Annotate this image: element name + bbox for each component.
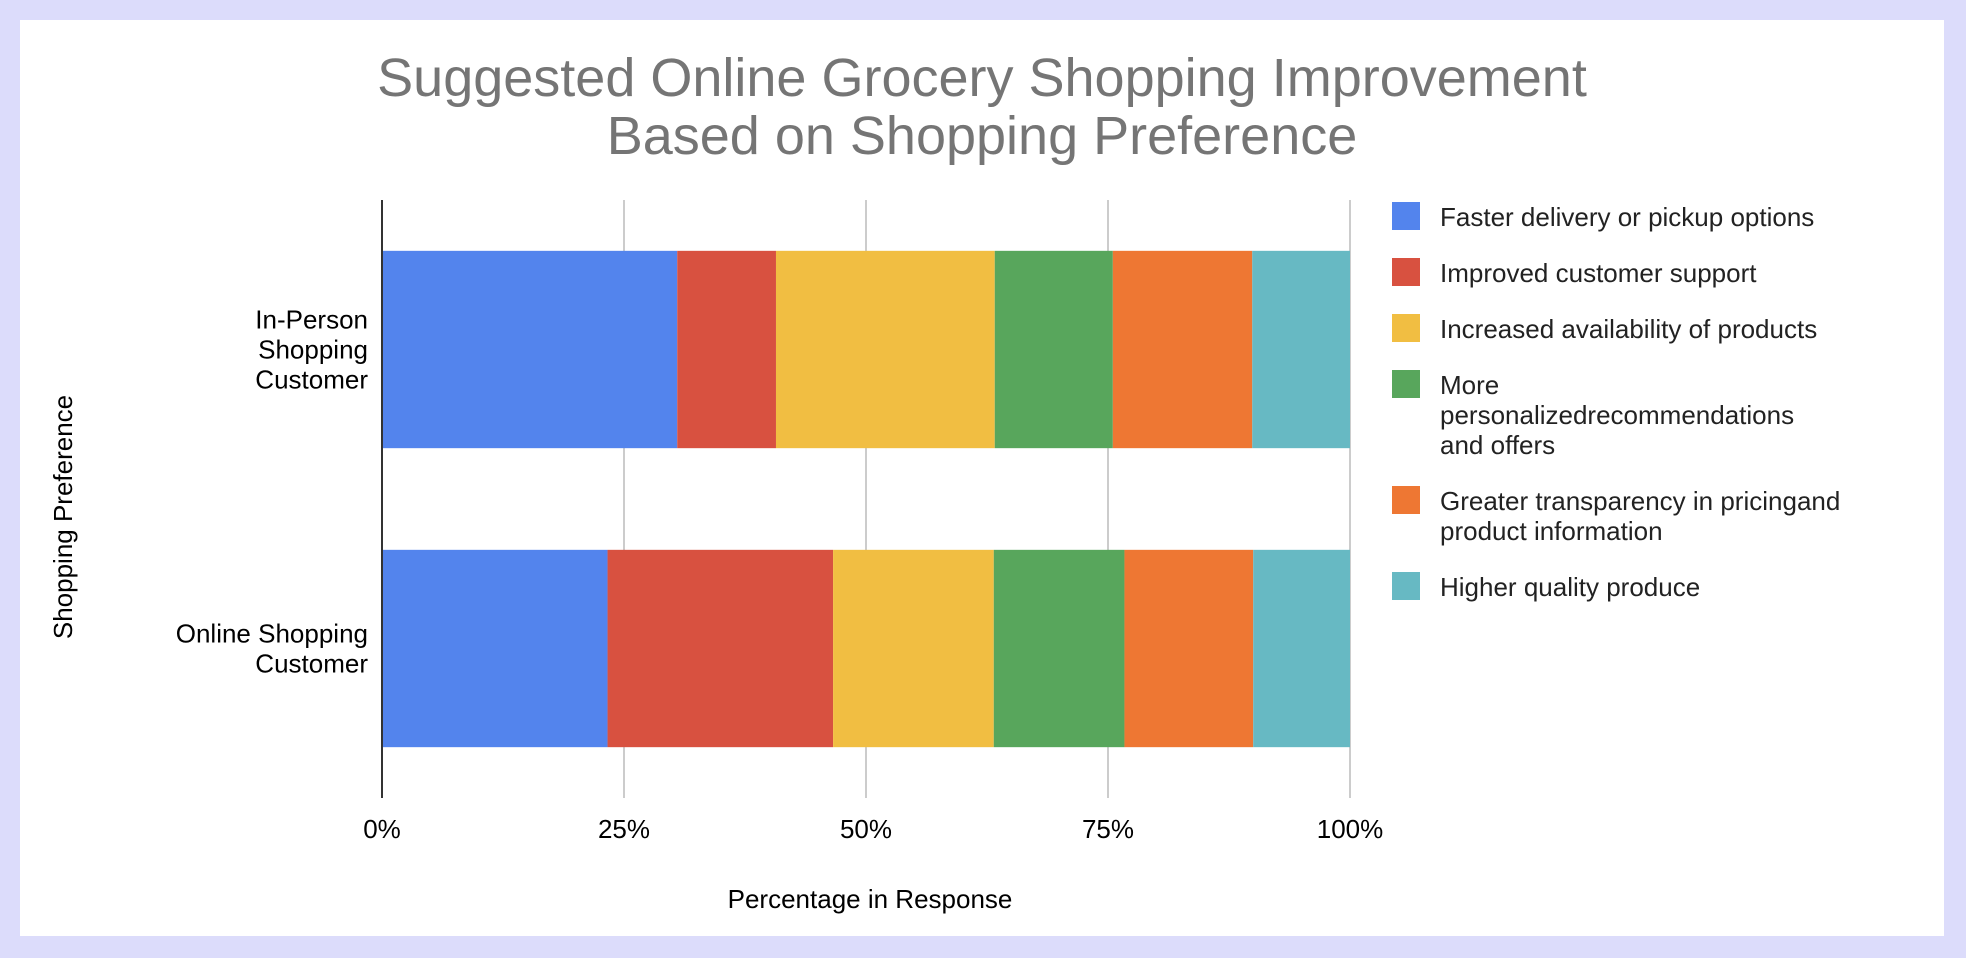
- x-tick-label-2: 50%: [840, 814, 892, 844]
- x-tick-labels: 0% 25% 50% 75% 100%: [363, 814, 1383, 844]
- bar-segment-1-3: [993, 549, 1125, 748]
- y-axis-label: Shopping Preference: [48, 395, 78, 639]
- bar-segment-0-1: [677, 250, 776, 449]
- bar-segment-1-1: [607, 549, 834, 748]
- stacked-bar-chart: Suggested Online Grocery Shopping Improv…: [48, 48, 1840, 914]
- chart-title-line-2: Based on Shopping Preference: [607, 106, 1358, 166]
- bar-segment-0-3: [994, 250, 1113, 449]
- category-label-0-line-2: Customer: [255, 365, 368, 395]
- bar-segment-1-2: [833, 549, 994, 748]
- category-label-1-line-0: Online Shopping: [176, 619, 368, 649]
- legend-label-3-line-0: More: [1440, 370, 1499, 400]
- legend-label-3-line-2: and offers: [1440, 430, 1555, 460]
- x-tick-label-4: 100%: [1317, 814, 1384, 844]
- category-label-1-line-1: Customer: [255, 649, 368, 679]
- legend-swatch-2: [1392, 314, 1420, 342]
- x-tick-label-3: 75%: [1082, 814, 1134, 844]
- bar-segment-1-0: [382, 549, 608, 748]
- legend-label-2-line-0: Increased availability of products: [1440, 314, 1817, 344]
- bar-segment-0-5: [1252, 250, 1350, 449]
- legend-swatch-1: [1392, 258, 1420, 286]
- legend-label-0-line-0: Faster delivery or pickup options: [1440, 202, 1814, 232]
- category-label-0-line-0: In-Person: [255, 305, 368, 335]
- legend-label-5-line-0: Higher quality produce: [1440, 572, 1700, 602]
- legend-label-1-line-0: Improved customer support: [1440, 258, 1757, 288]
- chart-title-line-1: Suggested Online Grocery Shopping Improv…: [377, 48, 1587, 108]
- bar-segment-0-4: [1112, 250, 1253, 449]
- x-axis-label: Percentage in Response: [728, 884, 1013, 914]
- legend-swatch-3: [1392, 370, 1420, 398]
- legend: Faster delivery or pickup options Improve…: [1392, 202, 1840, 602]
- legend-swatch-4: [1392, 486, 1420, 514]
- legend-label-4-line-1: product information: [1440, 516, 1663, 546]
- bar-segment-1-5: [1253, 549, 1350, 748]
- legend-swatch-0: [1392, 202, 1420, 230]
- bar-segment-0-0: [382, 250, 678, 449]
- bar-segment-1-4: [1124, 549, 1254, 748]
- legend-swatch-5: [1392, 572, 1420, 600]
- legend-label-4-line-0: Greater transparency in pricingand: [1440, 486, 1840, 516]
- chart-card: Suggested Online Grocery Shopping Improv…: [20, 20, 1944, 936]
- x-tick-label-0: 0%: [363, 814, 401, 844]
- category-label-0-line-1: Shopping: [258, 335, 368, 365]
- bars: [382, 250, 1350, 748]
- bar-segment-0-2: [775, 250, 995, 449]
- legend-label-3-line-1: personalizedrecommendations: [1440, 400, 1794, 430]
- x-tick-label-1: 25%: [598, 814, 650, 844]
